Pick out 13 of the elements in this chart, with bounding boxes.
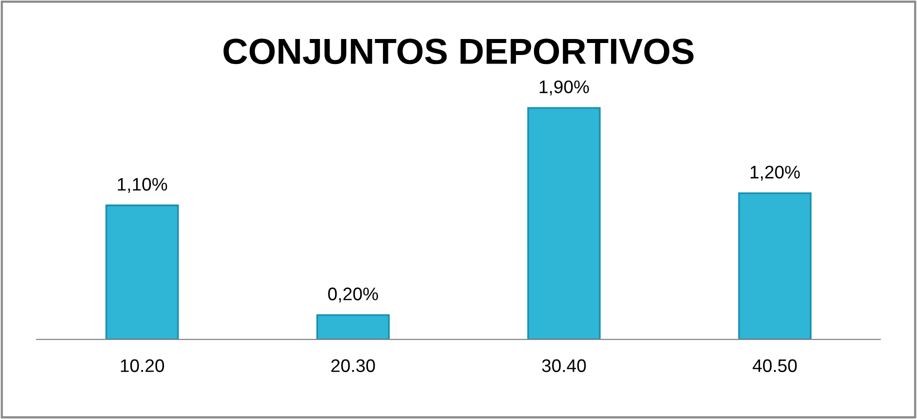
x-tick-label: 20.30	[331, 359, 375, 372]
bar	[316, 314, 390, 340]
x-tick-label: 30.40	[542, 359, 586, 372]
data-label: 1,20%	[750, 166, 800, 181]
x-tick-label: 10.20	[120, 359, 164, 372]
bar	[738, 192, 812, 340]
bar	[527, 107, 601, 340]
x-tick-label: 40.50	[752, 359, 797, 372]
chart-title: CONJUNTOS DEPORTIVOS	[224, 38, 694, 64]
data-label: 1,90%	[540, 80, 589, 96]
data-label: 1,10%	[118, 178, 168, 193]
bar	[105, 204, 179, 340]
data-label: 0,20%	[328, 288, 378, 302]
